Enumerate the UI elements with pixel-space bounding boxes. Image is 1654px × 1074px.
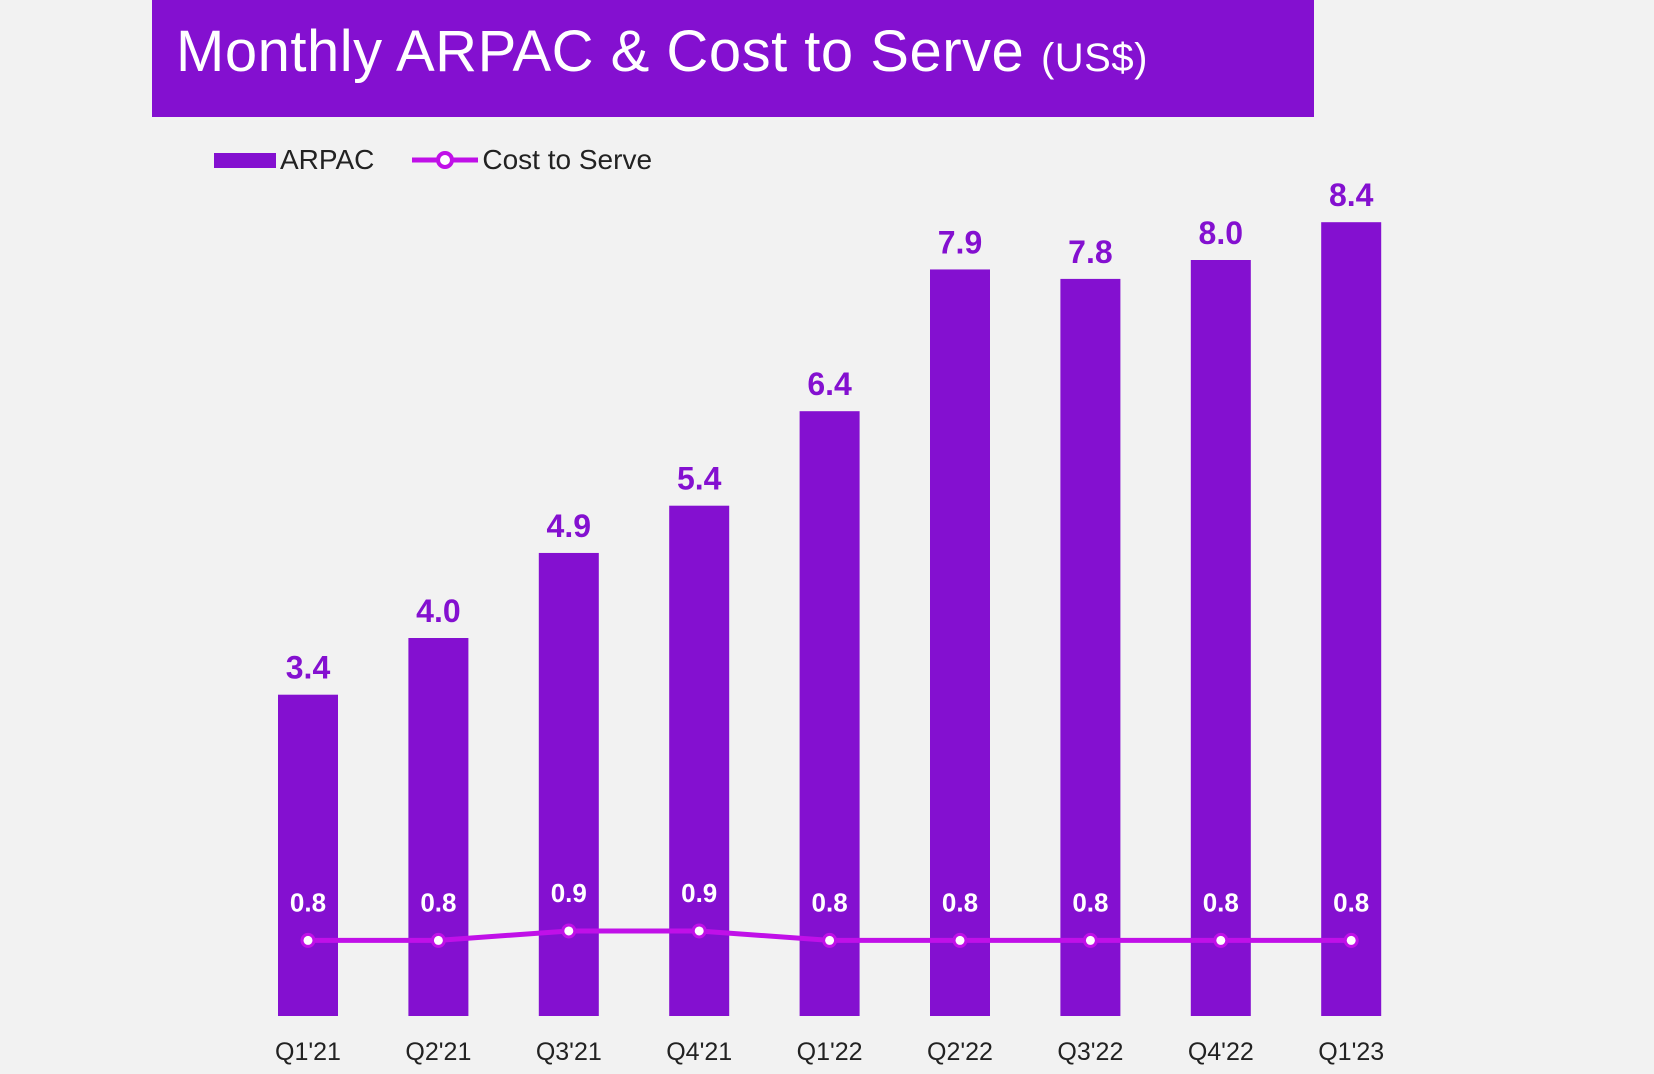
x-tick-label: Q1'23 bbox=[1318, 1038, 1384, 1066]
cost-point bbox=[561, 923, 577, 939]
bar-value-label: 4.0 bbox=[416, 593, 460, 629]
legend-label-cost: Cost to Serve bbox=[482, 144, 653, 175]
cost-point bbox=[1082, 932, 1098, 948]
cost-point bbox=[822, 932, 838, 948]
bar-Q3'21 bbox=[538, 552, 599, 1016]
legend-swatch-arpac bbox=[214, 152, 276, 168]
x-tick-label: Q3'22 bbox=[1057, 1038, 1123, 1066]
cost-point bbox=[430, 932, 446, 948]
bar-value-label: 7.9 bbox=[938, 224, 982, 260]
legend-label-arpac: ARPAC bbox=[280, 144, 375, 175]
cost-point bbox=[691, 923, 707, 939]
cost-value-label: 0.8 bbox=[942, 887, 978, 917]
bar-value-label: 7.8 bbox=[1068, 234, 1112, 270]
bar-value-label: 8.4 bbox=[1329, 177, 1374, 213]
bar-Q4'21 bbox=[669, 505, 730, 1016]
cost-value-label: 0.8 bbox=[1333, 887, 1369, 917]
legend-swatch-cost bbox=[412, 148, 479, 172]
cost-value-label: 0.8 bbox=[1203, 887, 1239, 917]
x-tick-label: Q1'21 bbox=[275, 1038, 341, 1066]
cost-value-label: 0.8 bbox=[290, 887, 326, 917]
x-tick-label: Q2'21 bbox=[405, 1038, 471, 1066]
x-tick-label: Q4'22 bbox=[1188, 1038, 1254, 1066]
bar-value-label: 4.9 bbox=[547, 508, 591, 544]
bar-value-label: 8.0 bbox=[1199, 215, 1243, 251]
cost-value-label: 0.9 bbox=[551, 878, 587, 908]
x-tick-label: Q2'22 bbox=[927, 1038, 993, 1066]
bar-value-label: 3.4 bbox=[286, 650, 331, 686]
cost-point bbox=[1213, 932, 1229, 948]
cost-point bbox=[1343, 932, 1359, 948]
title-text: Monthly ARPAC & Cost to Serve bbox=[176, 19, 1025, 84]
legend: ARPAC Cost to Serve bbox=[214, 144, 652, 176]
title-unit: (US$) bbox=[1040, 36, 1148, 80]
bar-Q1'22 bbox=[799, 411, 860, 1016]
bar-Q2'22 bbox=[930, 269, 990, 1016]
cost-value-label: 0.9 bbox=[681, 878, 717, 908]
x-tick-label: Q1'22 bbox=[797, 1038, 863, 1066]
cost-value-label: 0.8 bbox=[1072, 887, 1108, 917]
bar-Q3'22 bbox=[1060, 278, 1121, 1016]
cost-point bbox=[952, 932, 968, 948]
bar-Q1'21 bbox=[278, 694, 338, 1016]
bar-Q4'22 bbox=[1190, 260, 1251, 1016]
cost-value-label: 0.8 bbox=[812, 887, 848, 917]
cost-point bbox=[300, 932, 316, 948]
chart-title: Monthly ARPAC & Cost to Serve (US$) bbox=[176, 18, 1148, 85]
x-tick-label: Q3'21 bbox=[536, 1038, 602, 1066]
x-tick-label: Q4'21 bbox=[666, 1038, 732, 1066]
bar-value-label: 5.4 bbox=[677, 461, 722, 497]
cost-value-label: 0.8 bbox=[420, 887, 456, 917]
bar-Q1'23 bbox=[1321, 222, 1382, 1016]
bar-Q2'21 bbox=[408, 638, 469, 1016]
bar-value-label: 6.4 bbox=[807, 366, 852, 402]
title-banner bbox=[152, 0, 1314, 117]
